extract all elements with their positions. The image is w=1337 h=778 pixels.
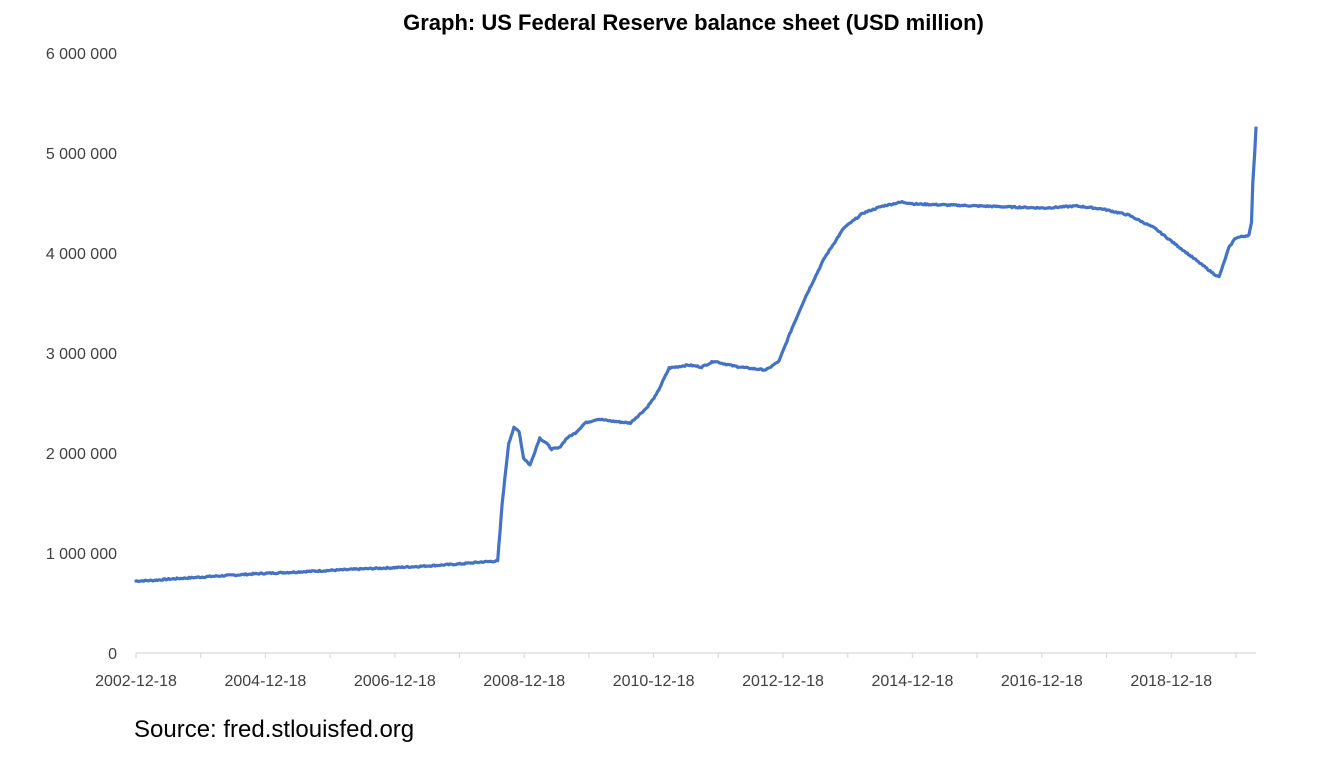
x-tick-label: 2010-12-18: [613, 673, 695, 690]
x-tick-label: 2014-12-18: [872, 673, 954, 690]
y-tick-label: 4 000 000: [46, 246, 117, 263]
y-tick-label: 6 000 000: [46, 46, 117, 63]
y-tick-label: 0: [108, 646, 117, 663]
y-tick-label: 1 000 000: [46, 546, 117, 563]
chart-title: Graph: US Federal Reserve balance sheet …: [403, 10, 984, 35]
y-axis: 0 1 000 000 2 000 000 3 000 000 4 000 000 5 0…: [46, 46, 117, 663]
x-tick-label: 2002-12-18: [95, 673, 177, 690]
x-tick-label: 2006-12-18: [354, 673, 436, 690]
series-layer: [134, 126, 1258, 584]
y-tick-label: 2 000 000: [46, 446, 117, 463]
x-tick-label: 2016-12-18: [1001, 673, 1083, 690]
x-tick-label: 2012-12-18: [742, 673, 824, 690]
y-tick-label: 3 000 000: [46, 346, 117, 363]
y-tick-label: 5 000 000: [46, 146, 117, 163]
x-tick-label: 2008-12-18: [483, 673, 565, 690]
source-note: Source: fred.stlouisfed.org: [134, 716, 415, 743]
series-line: [134, 126, 1258, 584]
x-axis: 2002-12-18 2004-12-18 2006-12-18 2008-12-18…: [95, 652, 1256, 690]
x-tick-label: 2004-12-18: [224, 673, 306, 690]
x-tick-label: 2018-12-18: [1130, 673, 1212, 690]
